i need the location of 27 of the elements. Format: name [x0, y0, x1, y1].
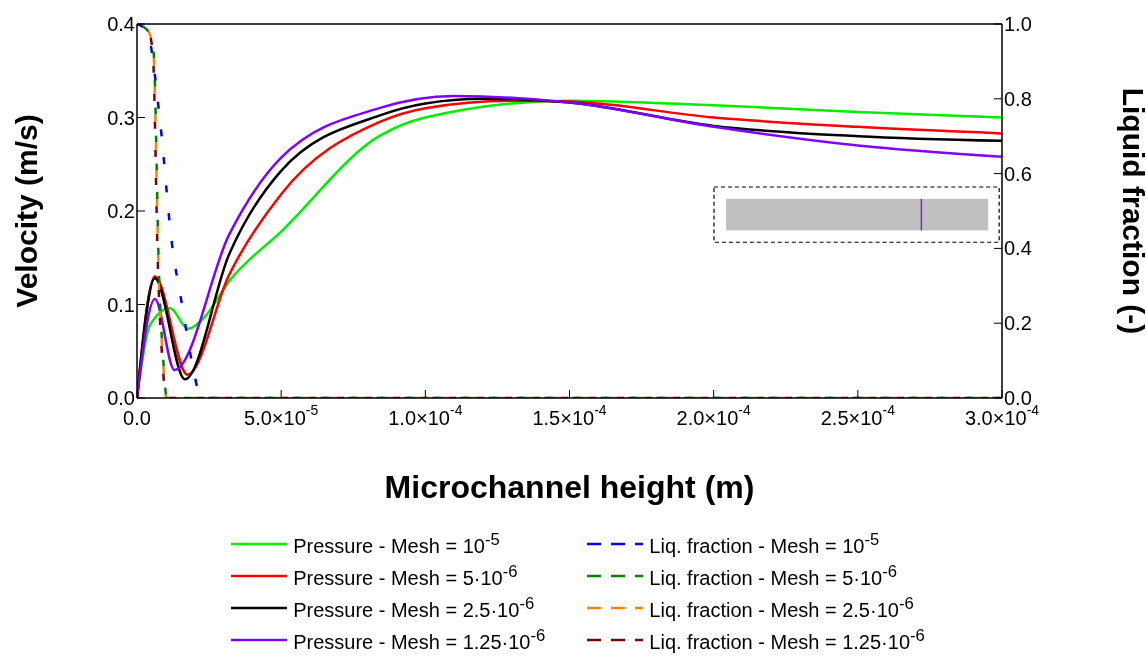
legend-label: Liq. fraction - Mesh = 10$^{-5}$	[649, 530, 880, 558]
legend-label: Pressure - Mesh = 2.5·10$^{-6}$	[293, 594, 535, 622]
y2-tick-label: 0.2	[1004, 312, 1032, 335]
y2-tick-label: 0.8	[1004, 87, 1032, 110]
x-tick-label: 1.5×10$^{-4}$	[532, 402, 607, 429]
y-tick-label: 0.1	[107, 293, 135, 316]
x-axis-title: Microchannel height (m)	[384, 469, 755, 505]
x-tick-label: 0.0	[123, 407, 151, 429]
y-axis-title: Velocity (m/s)	[9, 114, 43, 308]
y-tick-label: 0.4	[107, 13, 135, 35]
x-tick-label: 5.0×10$^{-5}$	[244, 402, 319, 429]
legend-label: Pressure - Mesh = 5·10$^{-6}$	[293, 562, 518, 590]
legend-label: Liq. fraction - Mesh = 5·10$^{-6}$	[649, 562, 898, 590]
x-tick-label: 2.0×10$^{-4}$	[676, 402, 751, 429]
y-tick-label: 0.2	[107, 200, 135, 222]
x-tick-label: 2.5×10$^{-4}$	[820, 402, 896, 429]
legend-label: Pressure - Mesh = 1.25·10$^{-6}$	[293, 626, 546, 654]
y-tick-label: 0.3	[107, 106, 135, 129]
y2-axis-title: Liquid fraction (-)	[1117, 87, 1146, 335]
legend-label: Liq. fraction - Mesh = 2.5·10$^{-6}$	[649, 594, 914, 622]
x-tick-label: 1.0×10$^{-4}$	[388, 402, 463, 429]
y2-tick-label: 1.0	[1004, 13, 1032, 35]
y2-tick-label: 0.4	[1004, 237, 1032, 260]
legend-label: Liq. fraction - Mesh = 1.25·10$^{-6}$	[649, 626, 925, 654]
legend-label: Pressure - Mesh = 10$^{-5}$	[293, 530, 500, 558]
y2-tick-label: 0.6	[1004, 162, 1032, 185]
y-tick-label: 0.0	[107, 387, 135, 409]
